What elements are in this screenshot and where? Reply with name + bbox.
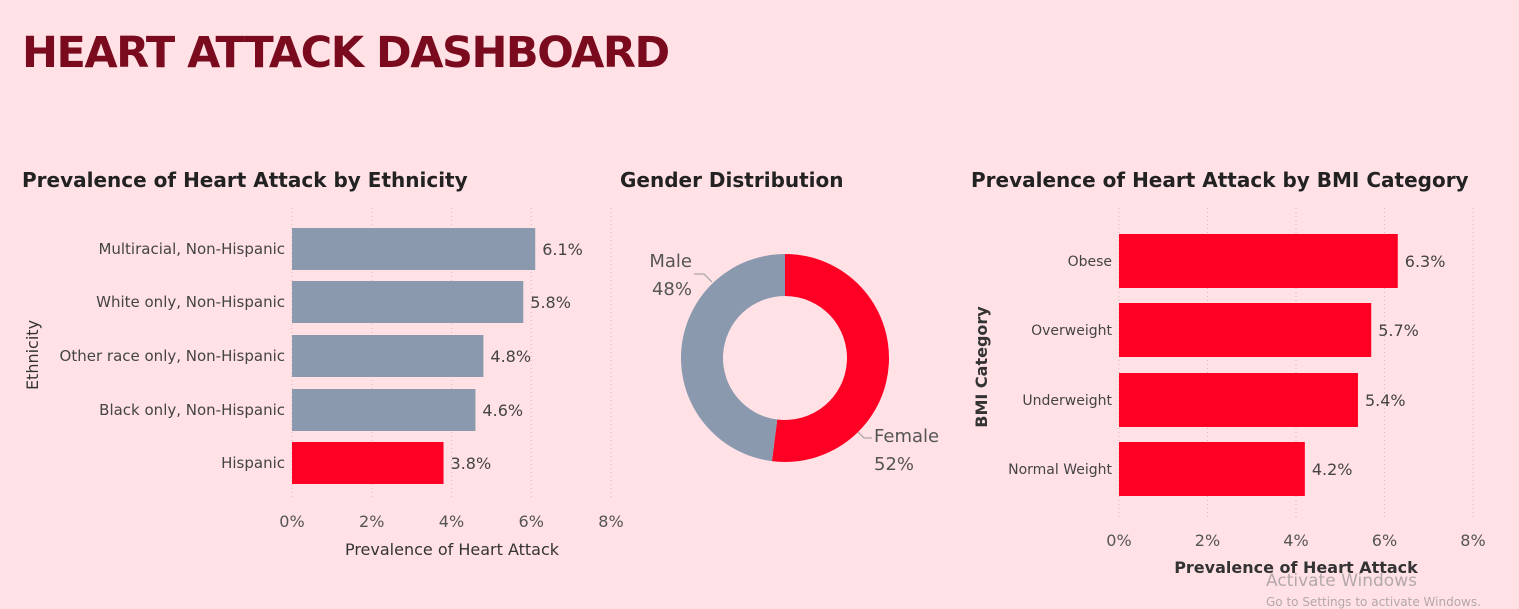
leader-line [694, 273, 713, 283]
x-tick-label: 8% [1460, 531, 1485, 550]
bar [292, 335, 484, 377]
data-label: 6.1% [542, 240, 583, 259]
x-tick-label: 4% [1283, 531, 1308, 550]
x-axis-label: Prevalence of Heart Attack [1174, 558, 1418, 577]
x-tick-label: 4% [439, 512, 464, 531]
data-label: 5.4% [1365, 391, 1406, 410]
data-label: 4.6% [482, 401, 523, 420]
x-tick-label: 6% [519, 512, 544, 531]
bar [292, 389, 476, 431]
x-tick-label: 8% [598, 512, 623, 531]
dashboard-title: HEART ATTACK DASHBOARD [22, 28, 670, 78]
category-label: Obese [1068, 254, 1112, 270]
data-label: 6.3% [1405, 252, 1446, 271]
x-tick-label: 2% [1195, 531, 1220, 550]
category-label: Normal Weight [1008, 462, 1112, 478]
category-label: Multiracial, Non-Hispanic [98, 240, 285, 258]
data-label: 5.7% [1378, 321, 1419, 340]
x-tick-label: 6% [1372, 531, 1397, 550]
slice-category-label: Female [874, 426, 939, 447]
leader-line [857, 431, 872, 439]
y-axis-label: Ethnicity [23, 320, 42, 390]
donut-slice [680, 254, 785, 462]
data-label: 3.8% [451, 454, 492, 473]
x-tick-label: 0% [1106, 531, 1131, 550]
bar [292, 281, 524, 323]
data-label: 4.2% [1312, 460, 1353, 479]
y-axis-label: BMI Category [972, 306, 991, 428]
donut-slice [771, 254, 889, 462]
category-label: White only, Non-Hispanic [96, 293, 285, 311]
data-label: 4.8% [490, 347, 531, 366]
category-label: Black only, Non-Hispanic [99, 401, 285, 419]
bar [1119, 373, 1358, 427]
bar [292, 228, 536, 270]
bar [292, 442, 444, 484]
x-tick-label: 2% [359, 512, 384, 531]
x-axis-label: Prevalence of Heart Attack [345, 540, 560, 559]
slice-category-label: Male [649, 251, 692, 272]
data-label: 5.8% [530, 293, 571, 312]
slice-value-label: 48% [652, 279, 692, 300]
category-label: Underweight [1022, 393, 1112, 409]
slice-value-label: 52% [874, 454, 914, 475]
x-tick-label: 0% [279, 512, 304, 531]
bar [1119, 442, 1305, 496]
category-label: Overweight [1031, 323, 1112, 339]
gender-chart-title: Gender Distribution [620, 168, 844, 192]
ethnicity-chart-title: Prevalence of Heart Attack by Ethnicity [22, 168, 468, 192]
bmi-chart-title: Prevalence of Heart Attack by BMI Catego… [971, 168, 1469, 192]
category-label: Other race only, Non-Hispanic [60, 347, 285, 365]
bar [1119, 234, 1398, 288]
bar [1119, 303, 1372, 357]
category-label: Hispanic [221, 454, 285, 472]
